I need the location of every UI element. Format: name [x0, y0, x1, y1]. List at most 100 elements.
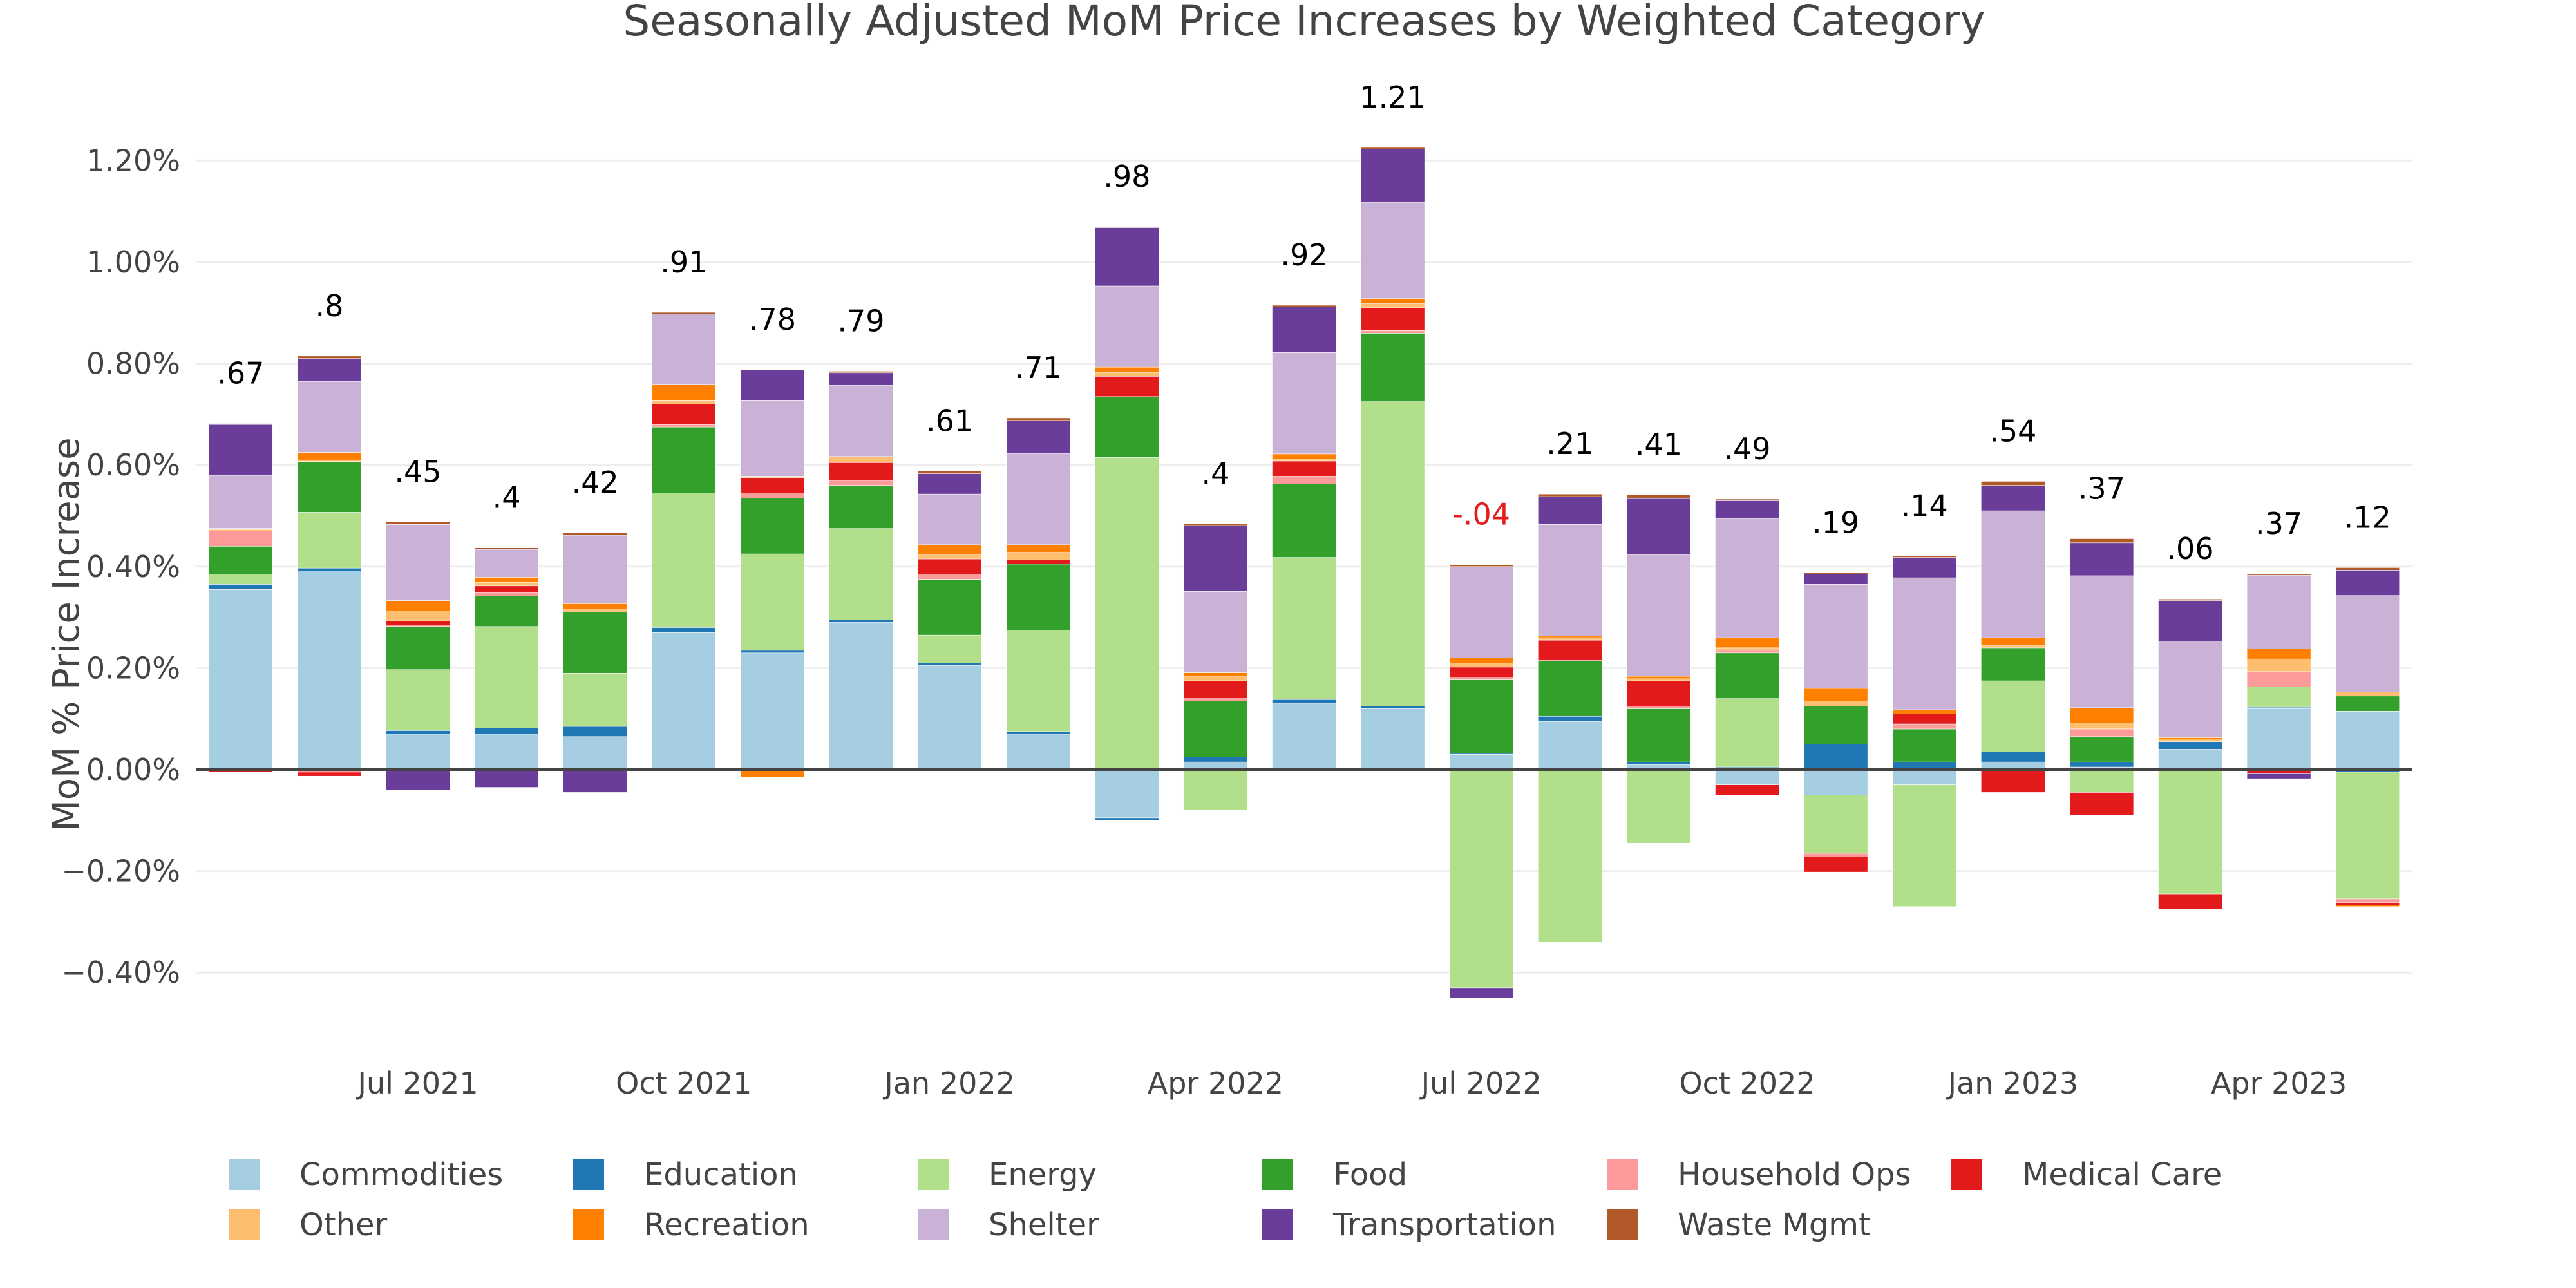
bar-segment-shelter[interactable] [1537, 524, 1602, 637]
legend-item[interactable]: Household Ops [1607, 1157, 1911, 1193]
bar-segment-household-ops[interactable] [474, 592, 539, 596]
bar-segment-education[interactable] [2069, 761, 2134, 768]
bar-segment-recreation[interactable] [1626, 676, 1691, 679]
bar-segment-household-ops[interactable] [829, 480, 893, 486]
bar-segment-waste-mgmt[interactable] [2069, 538, 2134, 544]
bar-segment-commodities[interactable] [2246, 708, 2311, 770]
bar-segment-education[interactable] [1183, 757, 1248, 762]
bar-segment-medical-care[interactable] [917, 558, 982, 574]
legend-item[interactable]: Food [1262, 1157, 1407, 1193]
bar-segment-shelter[interactable] [1360, 202, 1425, 299]
bar-segment-energy[interactable] [2335, 772, 2400, 900]
bar-segment-shelter[interactable] [1272, 352, 1336, 455]
bar-segment-transportation[interactable] [2158, 600, 2222, 641]
bar-segment-waste-mgmt[interactable] [1094, 226, 1159, 228]
bar-segment-medical-care[interactable] [2069, 792, 2134, 816]
bar-segment-food[interactable] [2069, 736, 2134, 762]
bar-segment-other[interactable] [917, 554, 982, 560]
bar-segment-education[interactable] [829, 620, 893, 623]
bar-segment-food[interactable] [474, 596, 539, 627]
legend-item[interactable]: Waste Mgmt [1607, 1207, 1871, 1243]
legend-item[interactable]: Energy [918, 1157, 1097, 1193]
bar-segment-energy[interactable] [1626, 769, 1691, 844]
bar-segment-other[interactable] [563, 609, 628, 613]
bar-segment-medical-care[interactable] [1980, 769, 2045, 793]
bar-segment-transportation[interactable] [1537, 496, 1602, 525]
bar-segment-shelter[interactable] [1715, 518, 1779, 638]
bar-segment-transportation[interactable] [1360, 148, 1425, 203]
bar-segment-commodities[interactable] [1272, 703, 1336, 770]
bar-segment-waste-mgmt[interactable] [1980, 481, 2045, 486]
bar-segment-commodities[interactable] [1715, 769, 1779, 785]
bar-segment-shelter[interactable] [740, 400, 805, 477]
bar-segment-waste-mgmt[interactable] [2335, 567, 2400, 571]
bar-segment-other[interactable] [2069, 723, 2134, 730]
bar-segment-other[interactable] [2335, 692, 2400, 697]
bar-segment-other[interactable] [474, 582, 539, 587]
bar-segment-shelter[interactable] [1892, 577, 1957, 710]
bar-segment-food[interactable] [1980, 647, 2045, 681]
bar-segment-food[interactable] [208, 545, 273, 574]
bar-segment-transportation[interactable] [1892, 557, 1957, 578]
bar-segment-waste-mgmt[interactable] [1360, 147, 1425, 149]
bar-segment-other[interactable] [1715, 647, 1779, 651]
bar-segment-medical-care[interactable] [829, 462, 893, 481]
bar-segment-education[interactable] [2158, 741, 2222, 750]
bar-segment-education[interactable] [1803, 744, 1868, 770]
bar-segment-education[interactable] [563, 726, 628, 737]
bar-segment-shelter[interactable] [651, 314, 716, 385]
bar-segment-other[interactable] [1094, 372, 1159, 377]
bar-segment-recreation[interactable] [2335, 905, 2400, 907]
bar-segment-recreation[interactable] [297, 452, 362, 460]
bar-segment-energy[interactable] [474, 626, 539, 728]
bar-segment-commodities[interactable] [651, 632, 716, 770]
bar-segment-commodities[interactable] [474, 734, 539, 770]
bar-segment-medical-care[interactable] [386, 620, 450, 625]
bar-segment-medical-care[interactable] [1803, 857, 1868, 873]
bar-segment-commodities[interactable] [1360, 708, 1425, 770]
bar-segment-recreation[interactable] [1183, 672, 1248, 677]
bar-segment-transportation[interactable] [386, 769, 450, 790]
bar-segment-household-ops[interactable] [1892, 723, 1957, 730]
bar-segment-commodities[interactable] [563, 736, 628, 770]
bar-segment-medical-care[interactable] [740, 477, 805, 493]
bar-segment-energy[interactable] [2158, 769, 2222, 895]
bar-segment-food[interactable] [917, 579, 982, 636]
bar-segment-other[interactable] [1803, 701, 1868, 706]
bar-segment-household-ops[interactable] [1449, 677, 1514, 680]
bar-segment-waste-mgmt[interactable] [1626, 494, 1691, 499]
legend[interactable]: Commodities Education Energy Food Household … [229, 1157, 2222, 1243]
bar-segment-energy[interactable] [1449, 769, 1514, 989]
bar-segment-commodities[interactable] [1803, 769, 1868, 795]
bar-segment-shelter[interactable] [1006, 453, 1071, 545]
bar-segment-commodities[interactable] [2158, 749, 2222, 770]
bar-segment-transportation[interactable] [740, 369, 805, 401]
bar-segment-household-ops[interactable] [740, 493, 805, 498]
bar-segment-other[interactable] [1449, 663, 1514, 668]
bar-segment-other[interactable] [1183, 676, 1248, 681]
bar-segment-medical-care[interactable] [651, 404, 716, 425]
bar-segment-commodities[interactable] [1094, 769, 1159, 819]
bar-segment-food[interactable] [740, 498, 805, 554]
bar-segment-other[interactable] [1626, 678, 1691, 681]
bar-segment-recreation[interactable] [917, 544, 982, 555]
bar-segment-waste-mgmt[interactable] [829, 371, 893, 374]
bar-segment-recreation[interactable] [2246, 649, 2311, 659]
bar-segment-energy[interactable] [829, 528, 893, 620]
bar-segment-recreation[interactable] [1272, 453, 1336, 460]
bar-segment-energy[interactable] [1803, 795, 1868, 854]
bar-segment-education[interactable] [1272, 699, 1336, 704]
bar-segment-recreation[interactable] [2158, 737, 2222, 740]
bar-segment-shelter[interactable] [917, 493, 982, 545]
bar-segment-food[interactable] [297, 461, 362, 513]
bar-segment-transportation[interactable] [1715, 500, 1779, 519]
bar-segment-other[interactable] [1360, 303, 1425, 308]
bar-segment-transportation[interactable] [297, 358, 362, 382]
bar-segment-transportation[interactable] [829, 372, 893, 386]
legend-item[interactable]: Recreation [573, 1207, 810, 1243]
bar-segment-shelter[interactable] [563, 535, 628, 604]
bar-segment-food[interactable] [563, 612, 628, 674]
bar-segment-food[interactable] [1892, 728, 1957, 762]
bar-segment-other[interactable] [2246, 658, 2311, 672]
bar-segment-waste-mgmt[interactable] [208, 423, 273, 425]
